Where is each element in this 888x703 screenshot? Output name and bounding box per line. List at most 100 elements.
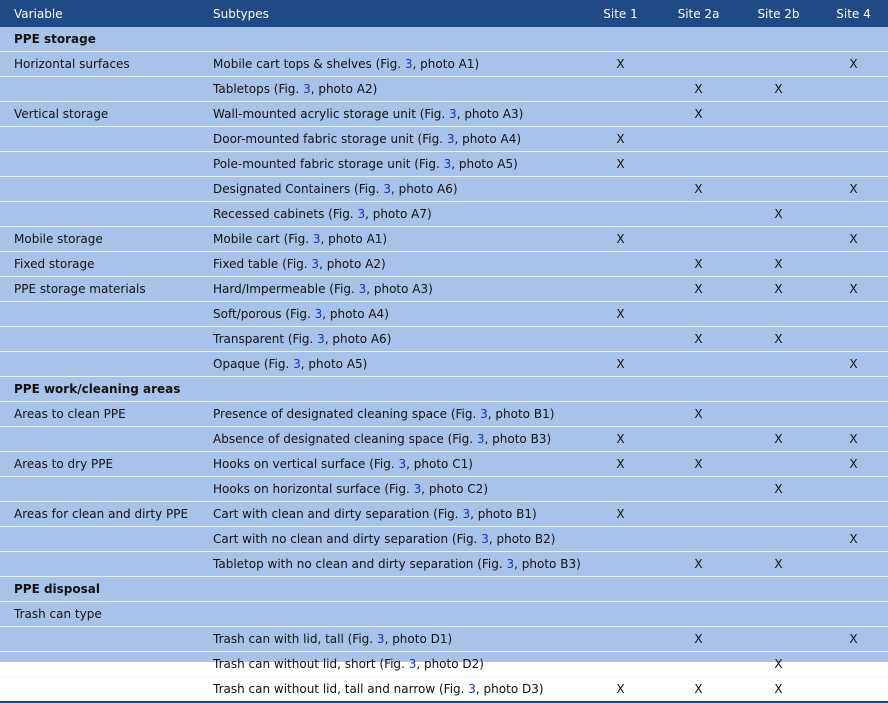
subtype-text: Trash can without lid, tall and narrow (…: [213, 682, 469, 696]
site-mark-s2b: X: [774, 682, 783, 696]
photo-ref-text: , photo D2): [416, 657, 484, 671]
site-mark-s1: [582, 277, 659, 302]
site-mark-s2b: [738, 452, 819, 477]
figure-ref-link[interactable]: 3: [398, 457, 407, 471]
photo-ref-text: , photo A1): [412, 57, 480, 71]
figure-ref-link[interactable]: 3: [312, 232, 321, 246]
variable-cell: [0, 127, 205, 152]
photo-ref-text: , photo D3): [475, 682, 544, 696]
site-mark-s1: X: [616, 57, 625, 71]
section-label: PPE disposal: [14, 582, 100, 596]
figure-ref-link[interactable]: 3: [311, 257, 320, 271]
variable-cell: [0, 77, 205, 102]
site-mark-s1: [582, 177, 659, 202]
variable-cell: [0, 477, 205, 502]
figure-ref-link[interactable]: 3: [481, 532, 489, 546]
photo-ref-text: , photo C1): [406, 457, 473, 471]
site-mark-s2b: X: [774, 257, 783, 271]
site-mark-s4: [819, 502, 888, 527]
figure-ref-link[interactable]: 3: [462, 507, 471, 521]
subtype-text: Designated Containers (Fig.: [213, 182, 384, 196]
photo-ref-text: , photo C2): [421, 482, 488, 496]
figure-ref-link[interactable]: 3: [314, 307, 323, 321]
figure-ref-link[interactable]: 3: [317, 332, 325, 346]
site-mark-s1: X: [616, 307, 625, 321]
site-mark-s2b: [738, 627, 819, 652]
variable-cell: [0, 427, 205, 452]
site-mark-s2a: X: [694, 557, 703, 571]
site-mark-s1: [582, 552, 659, 577]
subtype-cell: Trash can with lid, tall (Fig. 3, photo …: [205, 627, 582, 652]
site-mark-s2a: [659, 427, 738, 452]
photo-ref-text: , photo A2): [310, 82, 378, 96]
site-mark-s1: X: [616, 132, 625, 146]
site-mark-s1: X: [616, 682, 625, 696]
photo-ref-text: , photo A3): [366, 282, 433, 296]
site-mark-s2a: [659, 52, 738, 77]
table-header-row: Variable Subtypes Site 1 Site 2a Site 2b…: [0, 0, 888, 27]
site-mark-s4: [819, 252, 888, 277]
figure-ref-link[interactable]: 3: [404, 57, 413, 71]
subtype-cell: Designated Containers (Fig. 3, photo A6): [205, 177, 582, 202]
figure-ref-link[interactable]: 3: [357, 207, 366, 221]
site-mark-s2b: X: [774, 332, 783, 346]
site-mark-s2a: [659, 227, 738, 252]
table-row: Trash can with lid, tall (Fig. 3, photo …: [0, 627, 888, 652]
site-mark-s2a: X: [694, 282, 703, 296]
site-mark-s2a: X: [694, 257, 703, 271]
table-row: Designated Containers (Fig. 3, photo A6)…: [0, 177, 888, 202]
table-row: Hooks on horizontal surface (Fig. 3, pho…: [0, 477, 888, 502]
site-mark-s1: [582, 102, 659, 127]
variable-cell: Mobile storage: [14, 232, 103, 246]
photo-ref-text: , photo A6): [390, 182, 458, 196]
subtype-cell: Door-mounted fabric storage unit (Fig. 3…: [205, 127, 582, 152]
site-mark-s2b: [738, 602, 819, 627]
variable-cell: Areas to clean PPE: [14, 407, 126, 421]
site-mark-s2b: [738, 527, 819, 552]
subtype-cell: Opaque (Fig. 3, photo A5): [205, 352, 582, 377]
site-mark-s1: [582, 202, 659, 227]
header-site-2b: Site 2b: [757, 6, 800, 21]
figure-ref-link[interactable]: 3: [476, 432, 485, 446]
site-mark-s2a: X: [694, 407, 703, 421]
table-row: PPE storage materials Hard/Impermeable (F…: [0, 277, 888, 302]
figure-ref-link[interactable]: 3: [480, 407, 488, 421]
figure-ref-link[interactable]: 3: [358, 282, 367, 296]
figure-ref-link[interactable]: 3: [443, 157, 452, 171]
variable-cell: Areas for clean and dirty PPE: [14, 507, 189, 521]
site-mark-s2b: [738, 402, 819, 427]
site-mark-s4: [819, 402, 888, 427]
site-mark-s4: [819, 302, 888, 327]
site-mark-s2a: [659, 527, 738, 552]
site-mark-s1: X: [616, 507, 625, 521]
figure-ref-link[interactable]: 3: [446, 132, 455, 146]
subtype-cell: Pole-mounted fabric storage unit (Fig. 3…: [205, 152, 582, 177]
figure-ref-link[interactable]: 3: [413, 482, 422, 496]
photo-ref-text: , photo A1): [320, 232, 388, 246]
site-mark-s2b: [738, 302, 819, 327]
figure-ref-link[interactable]: 3: [506, 557, 515, 571]
variable-cell: Trash can type: [14, 607, 102, 621]
figure-ref-link[interactable]: 3: [376, 632, 385, 646]
figure-ref-link[interactable]: 3: [449, 107, 457, 121]
photo-ref-text: , photo A5): [451, 157, 518, 171]
table-body: PPE storage Horizontal surfaces Mobile car…: [0, 27, 888, 702]
figure-ref-link[interactable]: 3: [303, 82, 311, 96]
figure-ref-link[interactable]: 3: [293, 357, 301, 371]
site-mark-s2a: X: [694, 632, 703, 646]
table-row: Mobile storage Mobile cart (Fig. 3, photo…: [0, 227, 888, 252]
subtype-cell: Wall-mounted acrylic storage unit (Fig. …: [205, 102, 582, 127]
site-mark-s4: X: [849, 357, 858, 371]
figure-ref-link[interactable]: 3: [383, 182, 391, 196]
site-mark-s2b: [738, 227, 819, 252]
site-mark-s2a: [659, 352, 738, 377]
photo-ref-text: , photo A6): [324, 332, 392, 346]
header-variable: Variable: [14, 6, 63, 21]
figure-ref-link[interactable]: 3: [468, 682, 476, 696]
site-mark-s2b: [738, 502, 819, 527]
site-mark-s2a: [659, 502, 738, 527]
site-mark-s1: [582, 327, 659, 352]
subtype-text: Fixed table (Fig.: [213, 257, 312, 271]
table-row: Door-mounted fabric storage unit (Fig. 3…: [0, 127, 888, 152]
